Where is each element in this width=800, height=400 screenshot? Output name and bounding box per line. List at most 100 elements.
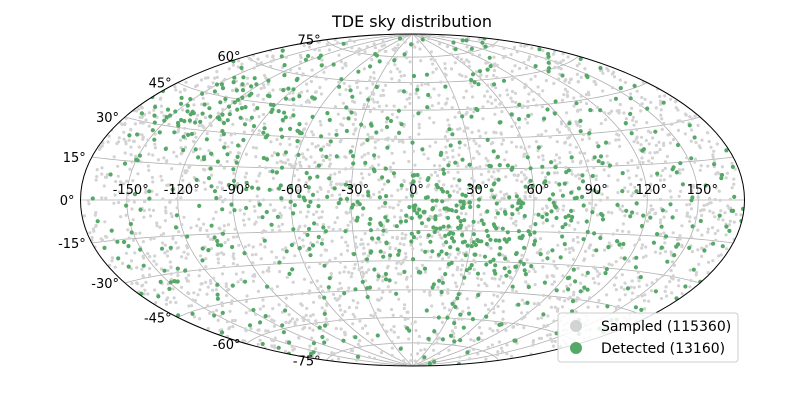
sampled-point xyxy=(227,327,231,331)
sampled-point xyxy=(671,274,676,278)
detected-point xyxy=(383,277,389,282)
detected-point xyxy=(482,254,488,259)
sampled-point xyxy=(356,301,360,305)
sampled-point xyxy=(446,118,450,122)
sampled-point xyxy=(358,345,362,349)
sampled-point xyxy=(524,84,529,88)
sampled-point xyxy=(469,338,473,342)
sampled-point xyxy=(185,169,189,173)
detected-point xyxy=(598,108,603,113)
detected-point xyxy=(279,165,285,170)
sampled-point xyxy=(689,183,693,187)
sampled-point xyxy=(576,109,580,113)
detected-point xyxy=(409,216,414,221)
sampled-point xyxy=(297,178,301,182)
detected-point xyxy=(467,266,472,271)
detected-point xyxy=(446,224,451,229)
detected-point xyxy=(138,247,143,252)
detected-point xyxy=(445,315,450,320)
sampled-point xyxy=(683,132,688,136)
sampled-point xyxy=(708,196,712,200)
sampled-point xyxy=(660,127,664,131)
sampled-point xyxy=(267,314,271,318)
sampled-point xyxy=(520,253,524,257)
detected-point xyxy=(132,192,138,197)
sampled-point xyxy=(272,339,276,343)
sampled-point xyxy=(561,208,565,212)
sampled-point xyxy=(367,172,371,177)
sampled-point xyxy=(411,114,415,118)
sampled-point xyxy=(647,159,651,163)
detected-point xyxy=(325,111,330,116)
sampled-point xyxy=(306,210,310,214)
detected-point xyxy=(287,340,292,345)
sampled-point xyxy=(639,109,643,113)
detected-point xyxy=(516,117,522,122)
sampled-point xyxy=(120,122,124,127)
sampled-point xyxy=(670,122,674,126)
sampled-point xyxy=(296,188,300,193)
sampled-point xyxy=(671,231,675,235)
sampled-point xyxy=(499,190,503,194)
detected-point xyxy=(446,163,451,168)
detected-point xyxy=(542,280,548,285)
sampled-point xyxy=(500,253,505,257)
detected-point xyxy=(291,97,296,102)
sampled-point xyxy=(329,180,333,184)
detected-point xyxy=(383,200,388,206)
sampled-point xyxy=(496,284,501,288)
detected-point xyxy=(590,173,595,179)
sampled-point xyxy=(487,178,491,182)
sampled-point xyxy=(144,280,148,284)
sampled-point xyxy=(376,138,380,142)
sampled-point xyxy=(572,104,576,108)
detected-point xyxy=(388,253,393,258)
sampled-point xyxy=(426,157,430,161)
sampled-point xyxy=(263,245,267,249)
sampled-point xyxy=(496,304,500,308)
detected-point xyxy=(164,115,169,120)
detected-point xyxy=(438,226,443,231)
sampled-point xyxy=(138,121,143,125)
sampled-point xyxy=(377,155,381,159)
sampled-point xyxy=(218,138,222,142)
detected-point xyxy=(322,311,327,316)
sampled-point xyxy=(243,339,247,343)
sampled-point xyxy=(689,235,693,239)
sampled-point xyxy=(338,318,342,322)
sampled-point xyxy=(471,198,475,202)
sampled-point xyxy=(174,88,178,92)
sampled-point xyxy=(171,237,175,241)
sampled-point xyxy=(467,224,471,228)
sampled-point xyxy=(629,182,633,186)
sampled-point xyxy=(456,190,460,194)
sampled-point xyxy=(373,46,377,50)
sampled-point xyxy=(645,213,649,217)
sampled-point xyxy=(541,89,545,93)
sampled-point xyxy=(435,341,439,345)
sampled-point xyxy=(402,306,406,311)
sampled-point xyxy=(177,230,181,234)
sampled-point xyxy=(536,133,540,137)
sampled-point xyxy=(713,231,717,236)
sampled-point xyxy=(171,287,175,291)
sampled-point xyxy=(443,135,447,139)
detected-point xyxy=(209,184,214,189)
sampled-point xyxy=(510,99,514,104)
sampled-point xyxy=(319,253,323,257)
detected-point xyxy=(411,257,416,262)
parallel-line xyxy=(246,316,579,345)
sampled-point xyxy=(403,236,407,240)
sampled-point xyxy=(277,303,281,307)
detected-point xyxy=(206,248,211,253)
sampled-point xyxy=(356,79,360,83)
detected-point xyxy=(173,109,178,114)
sampled-point xyxy=(327,132,331,136)
sampled-point xyxy=(188,184,192,188)
sampled-point xyxy=(699,164,703,168)
sampled-point xyxy=(218,314,223,318)
sampled-point xyxy=(657,140,661,144)
sampled-point xyxy=(166,296,170,300)
detected-point xyxy=(698,218,703,224)
sampled-point xyxy=(533,270,537,274)
